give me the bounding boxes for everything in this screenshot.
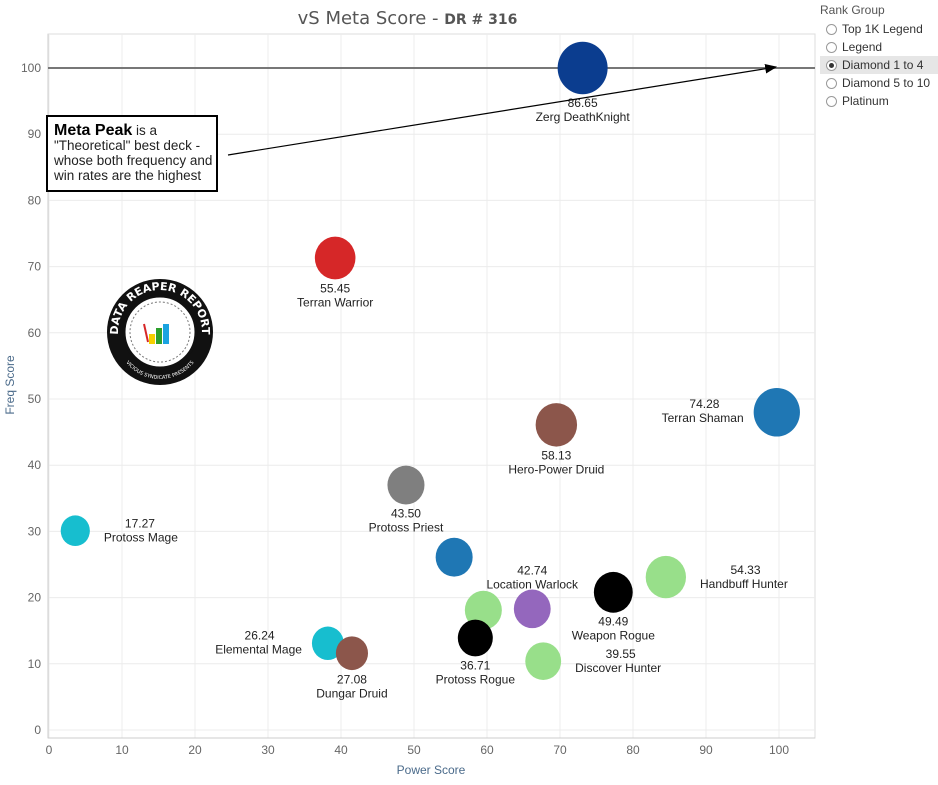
point-name-label: Hero-Power Druid [508,463,604,477]
rank-option-label: Diamond 5 to 10 [842,76,931,90]
y-tick-label: 40 [28,458,42,472]
title-sub: DR # 316 [444,12,518,28]
point-name-label: Dungar Druid [316,686,387,700]
bubble-protoss-priest[interactable] [387,465,425,505]
y-tick-label: 80 [28,193,42,207]
point-score-label: 58.13 [541,449,571,463]
y-tick-label: 70 [28,260,42,274]
bubble-location-warlock[interactable] [513,589,551,629]
y-tick-label: 100 [21,61,41,75]
y-tick-label: 90 [28,127,42,141]
point-name-label: Zerg DeathKnight [536,110,631,124]
rank-group-title: Rank Group [820,3,885,17]
y-tick-label: 20 [28,591,42,605]
point-score-label: 42.74 [517,563,547,577]
rank-group-filter: Rank Group Top 1K Legend Legend Diamond 1 … [820,3,938,110]
point-score-label: 49.49 [598,615,628,629]
meta-peak-arrow [227,63,778,156]
x-tick-label: 10 [115,743,129,757]
point-name-label: Protoss Mage [104,531,178,545]
x-tick-label: 20 [188,743,202,757]
point-name-label: Elemental Mage [215,642,302,656]
point-name-label: Weapon Rogue [572,629,656,643]
x-tick-label: 30 [261,743,275,757]
radio-icon[interactable] [826,59,837,71]
bubble-protoss-rogue[interactable] [457,619,493,657]
x-tick-label: 80 [626,743,640,757]
annotation-bold: Meta Peak [54,122,133,139]
meta-peak-annotation: Meta Peak is a "Theoretical" best deck -… [46,115,218,192]
bubble-handbuff-hunter[interactable] [645,555,686,599]
y-axis-label: Freq Score [3,355,17,415]
bubble-hero-power-druid[interactable] [535,403,578,447]
point-name-label: Terran Warrior [297,295,373,309]
x-tick-label: 90 [699,743,713,757]
point-name-label: Protoss Priest [369,521,444,535]
rank-option-label: Diamond 1 to 4 [842,58,924,72]
radio-icon[interactable] [826,95,837,107]
point-score-label: 43.50 [391,507,421,521]
rank-option-label: Platinum [842,94,889,108]
x-tick-label: 60 [480,743,494,757]
radio-icon[interactable] [826,41,837,53]
x-tick-label: 40 [334,743,348,757]
x-axis-label: Power Score [397,763,466,777]
point-score-label: 27.08 [337,672,367,686]
x-tick-label: 100 [769,743,789,757]
point-name-label: Protoss Rogue [436,672,516,686]
data-reaper-report-logo: DATA REAPER REPORT VICIOUS SYNDICATE PRE… [107,279,213,385]
bubble-elemental-mage[interactable] [311,626,344,661]
point-score-label: 39.55 [606,647,636,661]
title-main: vS Meta Score - [297,8,445,29]
rank-option-label: Legend [842,40,883,54]
bubble-discover-hunter[interactable] [525,642,562,680]
bubble-weapon-rogue[interactable] [593,571,633,613]
rank-option-platinum[interactable]: Platinum [820,92,938,110]
point-name-label: Handbuff Hunter [700,577,788,591]
x-tick-label: 50 [407,743,421,757]
rank-option-diamond-1-to-4[interactable]: Diamond 1 to 4 [820,56,938,74]
rank-option-diamond-5-to-10[interactable]: Diamond 5 to 10 [820,74,938,92]
y-tick-label: 30 [28,524,42,538]
y-tick-label: 50 [28,392,42,406]
rank-option-label: Top 1K Legend [842,22,923,36]
y-tick-label: 0 [34,723,41,737]
rank-option-legend[interactable]: Legend [820,38,938,56]
annotation-text: is a "Theoretical" best deck - whose bot… [54,123,213,183]
bubble-terran-shaman[interactable] [753,387,800,437]
radio-icon[interactable] [826,77,837,89]
y-tick-label: 60 [28,326,42,340]
y-tick-label: 10 [28,657,42,671]
point-score-label: 54.33 [730,563,760,577]
x-tick-label: 0 [46,743,53,757]
point-name-label: Terran Shaman [662,411,744,425]
point-score-label: 74.28 [689,397,719,411]
chart-title: vS Meta Score - DR # 316 [0,8,815,29]
bubble-unlabeled[interactable] [435,537,473,577]
point-score-label: 36.71 [460,658,490,672]
bubble-protoss-mage[interactable] [60,515,90,547]
bubble-zerg-deathknight[interactable] [557,41,608,95]
bubble-terran-warrior[interactable] [314,236,356,280]
point-score-label: 55.45 [320,281,350,295]
point-name-label: Discover Hunter [575,661,661,675]
radio-icon[interactable] [826,23,837,35]
point-score-label: 17.27 [125,517,155,531]
rank-option-top-1k-legend[interactable]: Top 1K Legend [820,20,938,38]
x-tick-label: 70 [553,743,567,757]
bubble-dungar-druid[interactable] [335,636,369,671]
point-score-label: 26.24 [245,628,275,642]
point-name-label: Location Warlock [486,577,579,591]
